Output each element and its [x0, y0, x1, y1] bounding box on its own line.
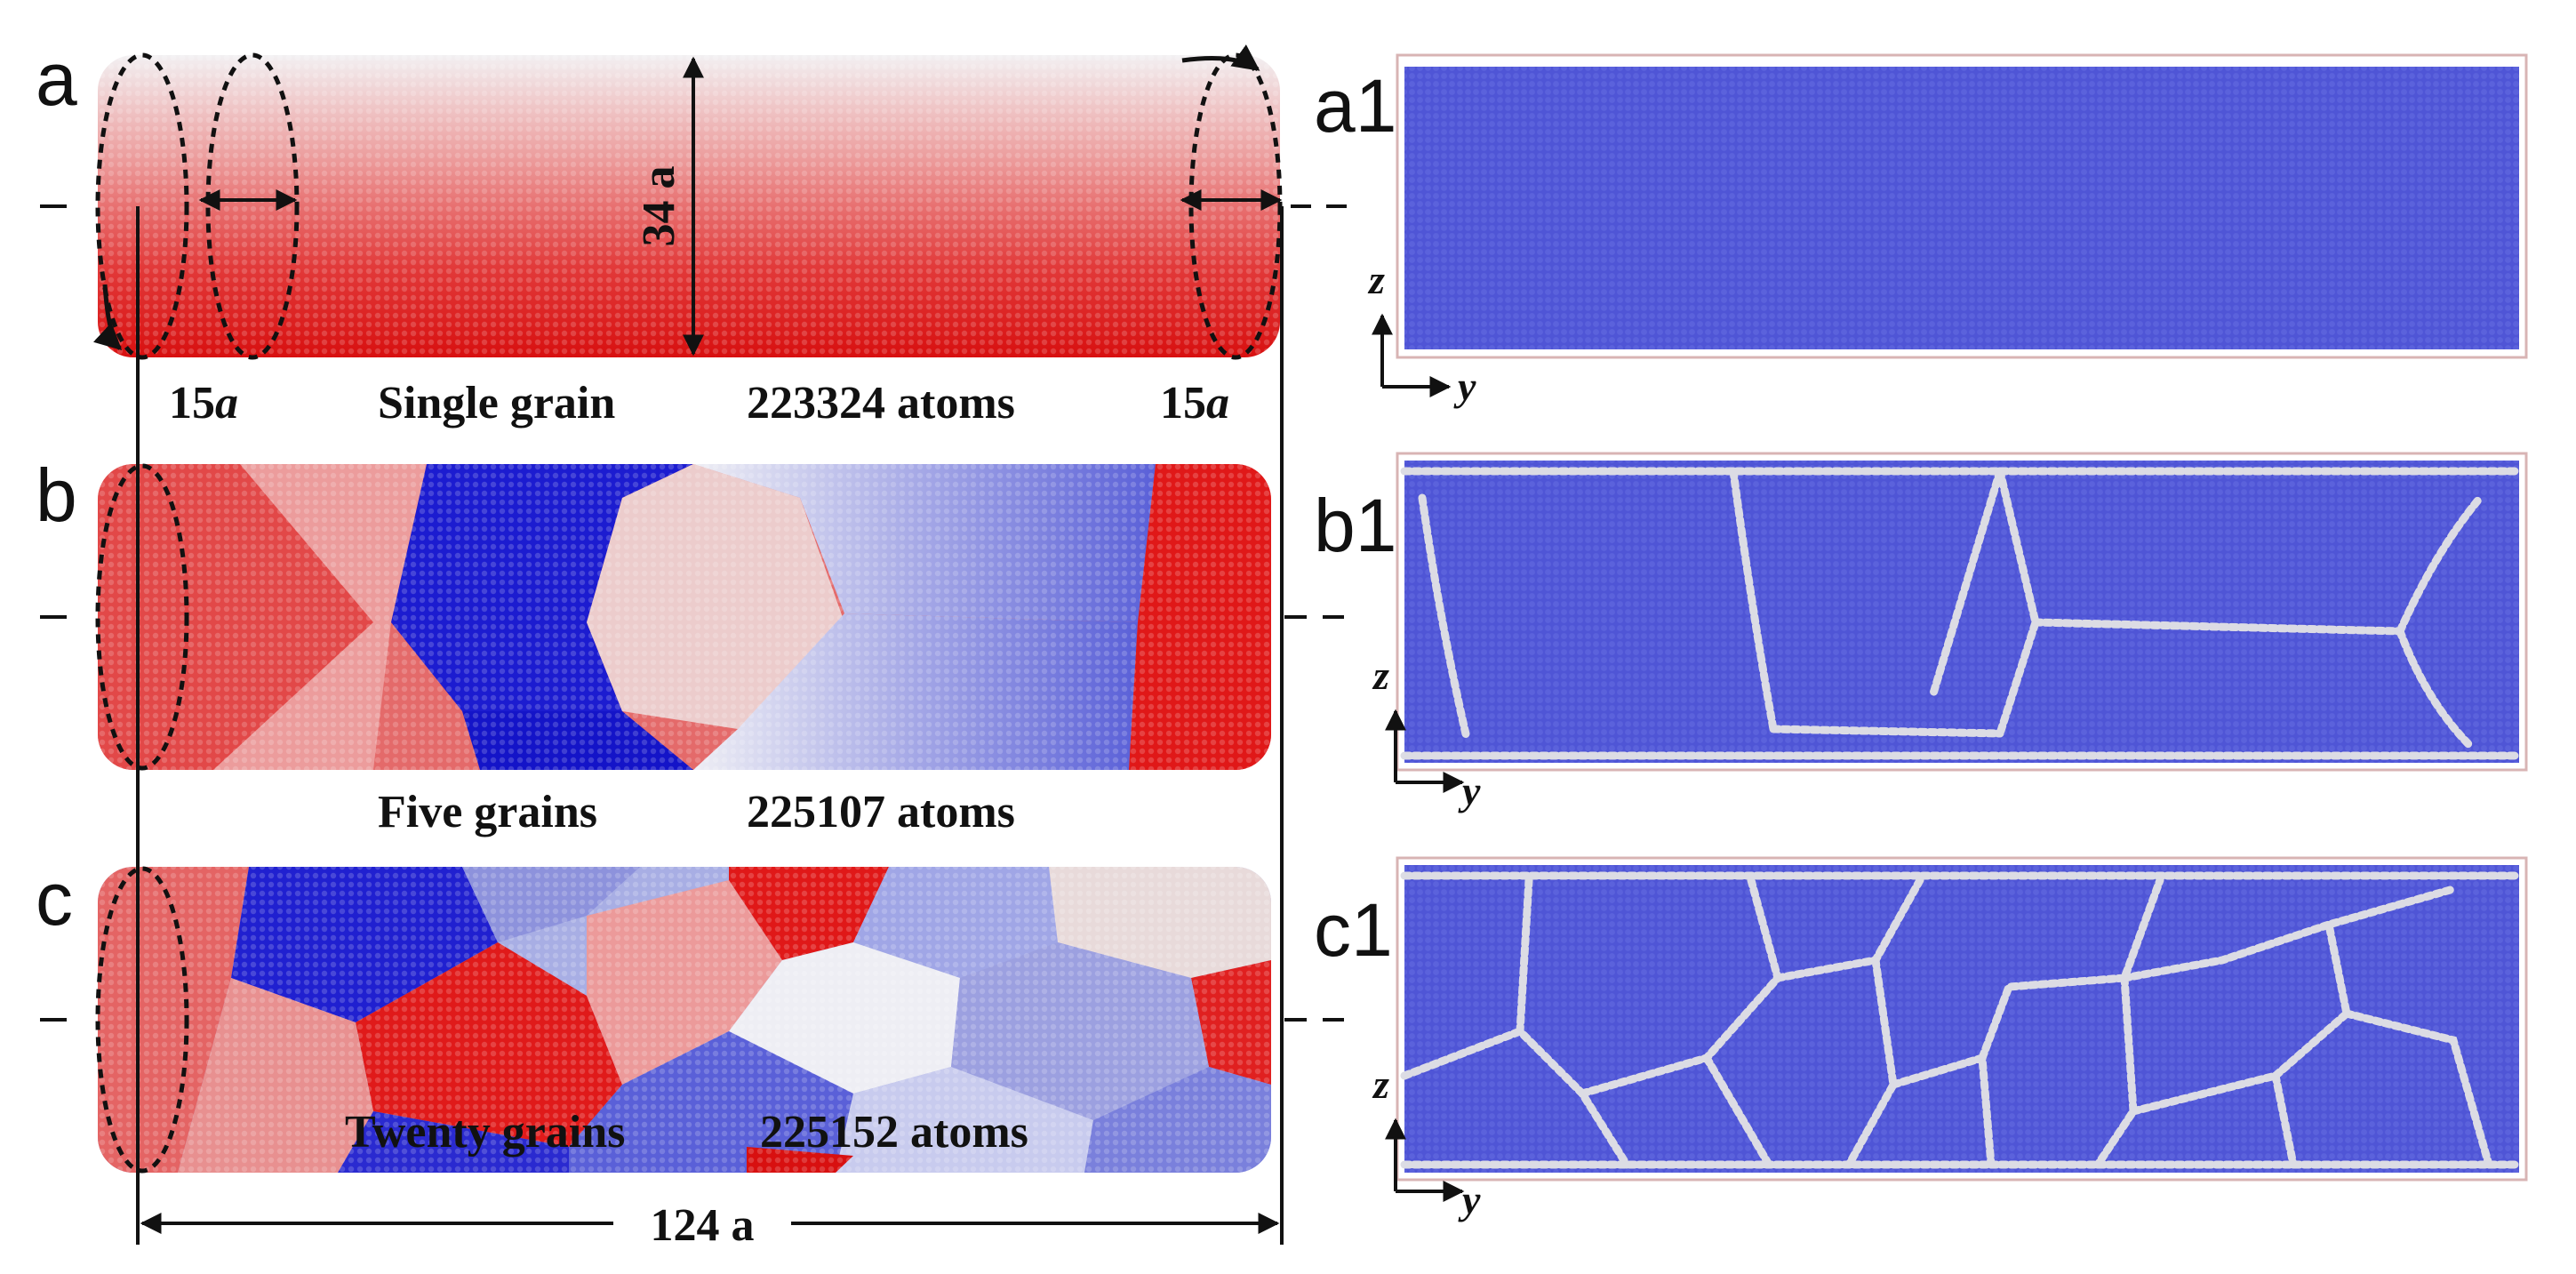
svg-text:z: z: [1367, 257, 1385, 302]
coord-axes-c1: z y: [1372, 1062, 1481, 1222]
caption-c-atoms: 225152 atoms: [760, 1107, 1028, 1158]
panel-label-b1: b1: [1314, 484, 1396, 567]
end-label-left: 15a: [169, 378, 238, 429]
coord-axes-b1: z y: [1372, 653, 1481, 813]
svg-text:z: z: [1372, 1062, 1389, 1107]
caption-c-grain: Twenty grains: [345, 1107, 625, 1158]
panel-label-a1: a1: [1314, 64, 1396, 148]
caption-a-grain: Single grain: [378, 378, 615, 429]
svg-text:y: y: [1458, 768, 1481, 813]
cylinder-c: [98, 867, 1271, 1173]
slice-a1: [1396, 53, 2528, 359]
cylinder-b: [98, 464, 1271, 770]
end-label-right: 15a: [1160, 378, 1229, 429]
svg-text:y: y: [1458, 1177, 1481, 1222]
panel-label-c1: c1: [1314, 888, 1393, 972]
diameter-label: 34 a: [634, 166, 684, 247]
svg-text:y: y: [1453, 364, 1476, 409]
slice-c1: [1396, 856, 2528, 1182]
cylinder-b-end: [95, 463, 189, 771]
panel-label-c: c: [36, 857, 73, 941]
caption-b-grain: Five grains: [378, 787, 597, 837]
cylinder-a: [92, 44, 1283, 360]
length-label-bg: [613, 1197, 791, 1250]
panel-label-a: a: [36, 37, 77, 121]
length-label: 124 a: [651, 1200, 755, 1251]
cylinder-c-end: [95, 866, 189, 1174]
caption-b-atoms: 225107 atoms: [747, 787, 1015, 837]
caption-a-atoms: 223324 atoms: [747, 378, 1015, 429]
slice-b1: [1396, 452, 2528, 772]
svg-text:z: z: [1372, 653, 1389, 698]
coord-axes-a1: z y: [1367, 257, 1476, 409]
panel-label-b: b: [36, 453, 77, 537]
